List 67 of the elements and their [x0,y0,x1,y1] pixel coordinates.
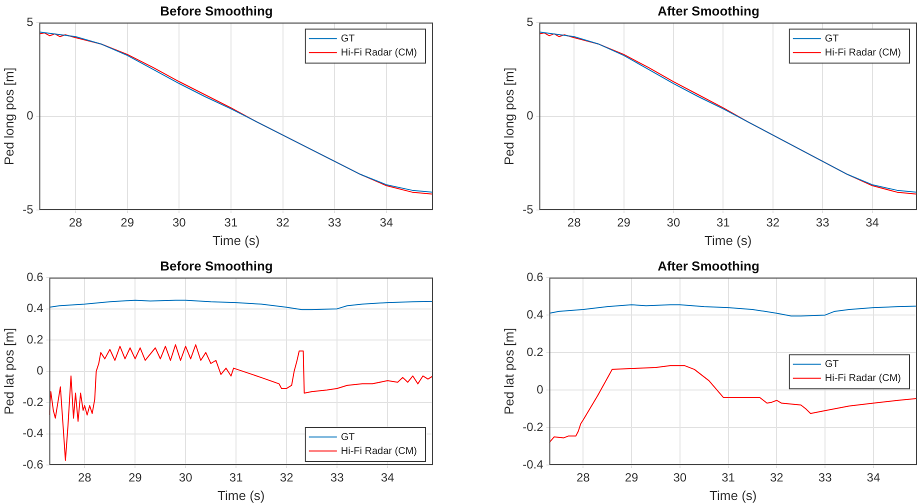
x-tick-label: 28 [68,216,83,230]
x-tick-label: 31 [716,216,730,230]
x-tick-label: 32 [280,470,294,485]
y-tick-label: -0.4 [522,457,544,472]
x-axis-title: Time (s) [218,488,265,503]
chart-title: Before Smoothing [160,3,273,18]
y-tick-label: 0.6 [526,270,544,284]
x-tick-label: 31 [229,470,244,485]
legend-label: GT [824,33,839,44]
y-tick-label: 5 [526,14,534,29]
legend-label: Hi-Fi Radar (CM) [340,47,417,58]
x-axis-title: Time (s) [212,232,260,248]
x-tick-label: 33 [816,216,830,230]
x-tick-label: 30 [666,216,680,230]
x-tick-label: 34 [866,216,880,230]
x-axis-title: Time (s) [704,232,752,248]
chart-title: Before Smoothing [160,258,273,274]
x-tick-label: 32 [770,470,784,485]
x-tick-label: 33 [330,470,344,485]
x-tick-label: 29 [128,470,142,485]
y-axis-title: Ped long pos [m] [501,68,516,166]
y-axis-title: Ped lat pos [m] [501,328,516,415]
x-tick-label: 28 [576,470,590,485]
y-tick-label: 0.4 [526,307,544,322]
x-tick-label: 28 [78,470,92,485]
x-tick-label: 31 [224,216,238,230]
y-tick-label: -0.6 [22,457,44,472]
legend-label: Hi-Fi Radar (CM) [340,446,417,457]
x-tick-label: 30 [673,470,687,485]
y-tick-label: 5 [26,14,34,29]
legend-label: GT [824,359,839,370]
y-axis-title: Ped long pos [m] [1,68,16,166]
x-tick-label: 28 [567,216,582,230]
y-tick-label: -5 [22,202,34,216]
x-tick-label: 34 [380,470,395,485]
x-tick-label: 34 [380,216,394,230]
y-tick-label: 0 [26,108,34,123]
x-tick-label: 31 [722,470,736,485]
y-tick-label: 0.4 [26,301,44,316]
legend-label: GT [340,33,355,44]
y-tick-label: -0.2 [22,394,44,409]
legend-label: Hi-Fi Radar (CM) [824,47,901,58]
y-tick-label: 0 [536,382,544,396]
x-tick-label: 30 [172,216,186,230]
y-tick-label: 0.2 [526,344,544,359]
y-tick-label: -0.4 [22,426,44,440]
x-tick-label: 34 [866,470,880,485]
y-tick-label: 0.6 [26,270,44,284]
y-tick-label: 0.2 [26,332,44,346]
y-tick-label: -0.2 [522,420,544,434]
y-tick-label: -5 [522,202,534,216]
x-tick-label: 32 [766,216,780,230]
legend-label: Hi-Fi Radar (CM) [824,373,901,384]
x-tick-label: 29 [624,470,639,485]
x-tick-label: 33 [818,470,832,485]
y-axis-title: Ped lat pos [m] [1,328,16,415]
x-tick-label: 29 [617,216,631,230]
y-tick-label: 0 [36,364,44,378]
x-tick-label: 32 [276,216,290,230]
x-tick-label: 33 [328,216,342,230]
legend-label: GT [340,432,355,443]
x-tick-label: 30 [178,470,193,485]
x-axis-title: Time (s) [710,488,757,503]
chart-title: After Smoothing [658,3,760,18]
chart-title: After Smoothing [658,258,760,274]
y-tick-label: 0 [526,108,534,123]
x-tick-label: 29 [120,216,134,230]
